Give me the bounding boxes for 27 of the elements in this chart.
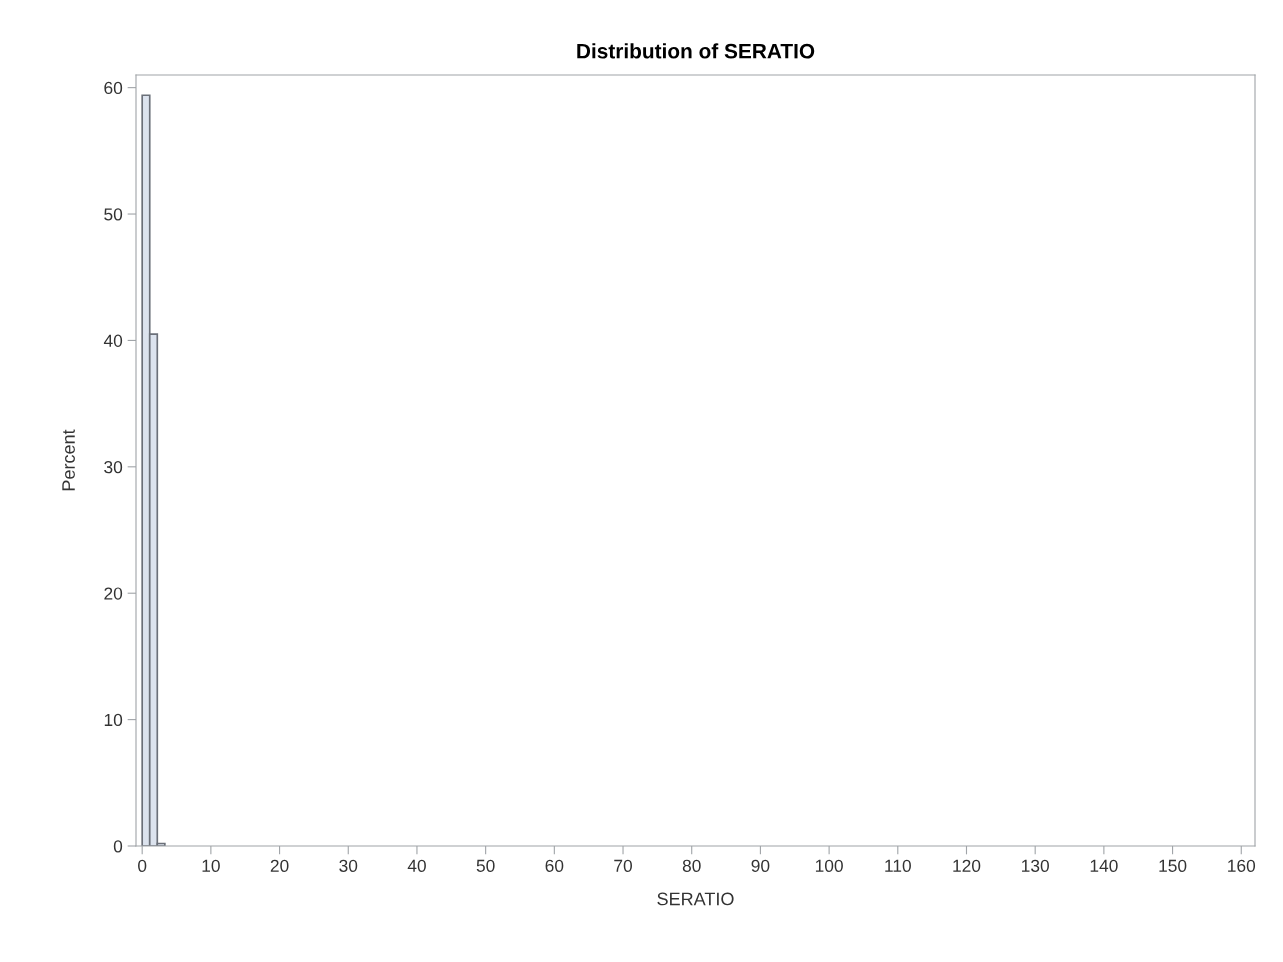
x-tick-label: 160: [1228, 859, 1256, 872]
x-tick-label: 120: [953, 859, 981, 872]
x-tick-label: 150: [1159, 859, 1187, 872]
y-tick-label: 60: [104, 81, 123, 95]
y-tick-label: 40: [103, 334, 123, 347]
x-axis-title: SERATIO: [657, 892, 734, 906]
x-tick-label: 100: [815, 859, 843, 872]
x-tick-label: 40: [407, 859, 426, 872]
x-tick-label: 140: [1090, 859, 1118, 872]
y-tick-label: 50: [104, 208, 123, 221]
y-tick-label: 30: [104, 460, 123, 474]
x-tick-label: 50: [476, 859, 495, 872]
y-axis-title: Percent: [62, 429, 75, 491]
x-tick-label: 130: [1022, 859, 1049, 872]
x-tick-label: 90: [751, 859, 770, 872]
x-tick-label: 80: [682, 859, 701, 872]
x-tick-label: 60: [545, 859, 564, 872]
y-tick-label: 10: [104, 713, 123, 727]
x-tick-label: 70: [614, 859, 633, 872]
x-tick-label: 110: [885, 859, 911, 872]
x-tick-label: 0: [138, 859, 147, 872]
x-tick-label: 20: [270, 859, 289, 872]
x-tick-label: 10: [202, 859, 220, 872]
y-tick-label: 20: [104, 587, 123, 600]
y-tick-label: 0: [113, 840, 123, 853]
chart-title: Distribution of SERATIO: [577, 43, 815, 59]
x-tick-label: 30: [339, 859, 358, 872]
